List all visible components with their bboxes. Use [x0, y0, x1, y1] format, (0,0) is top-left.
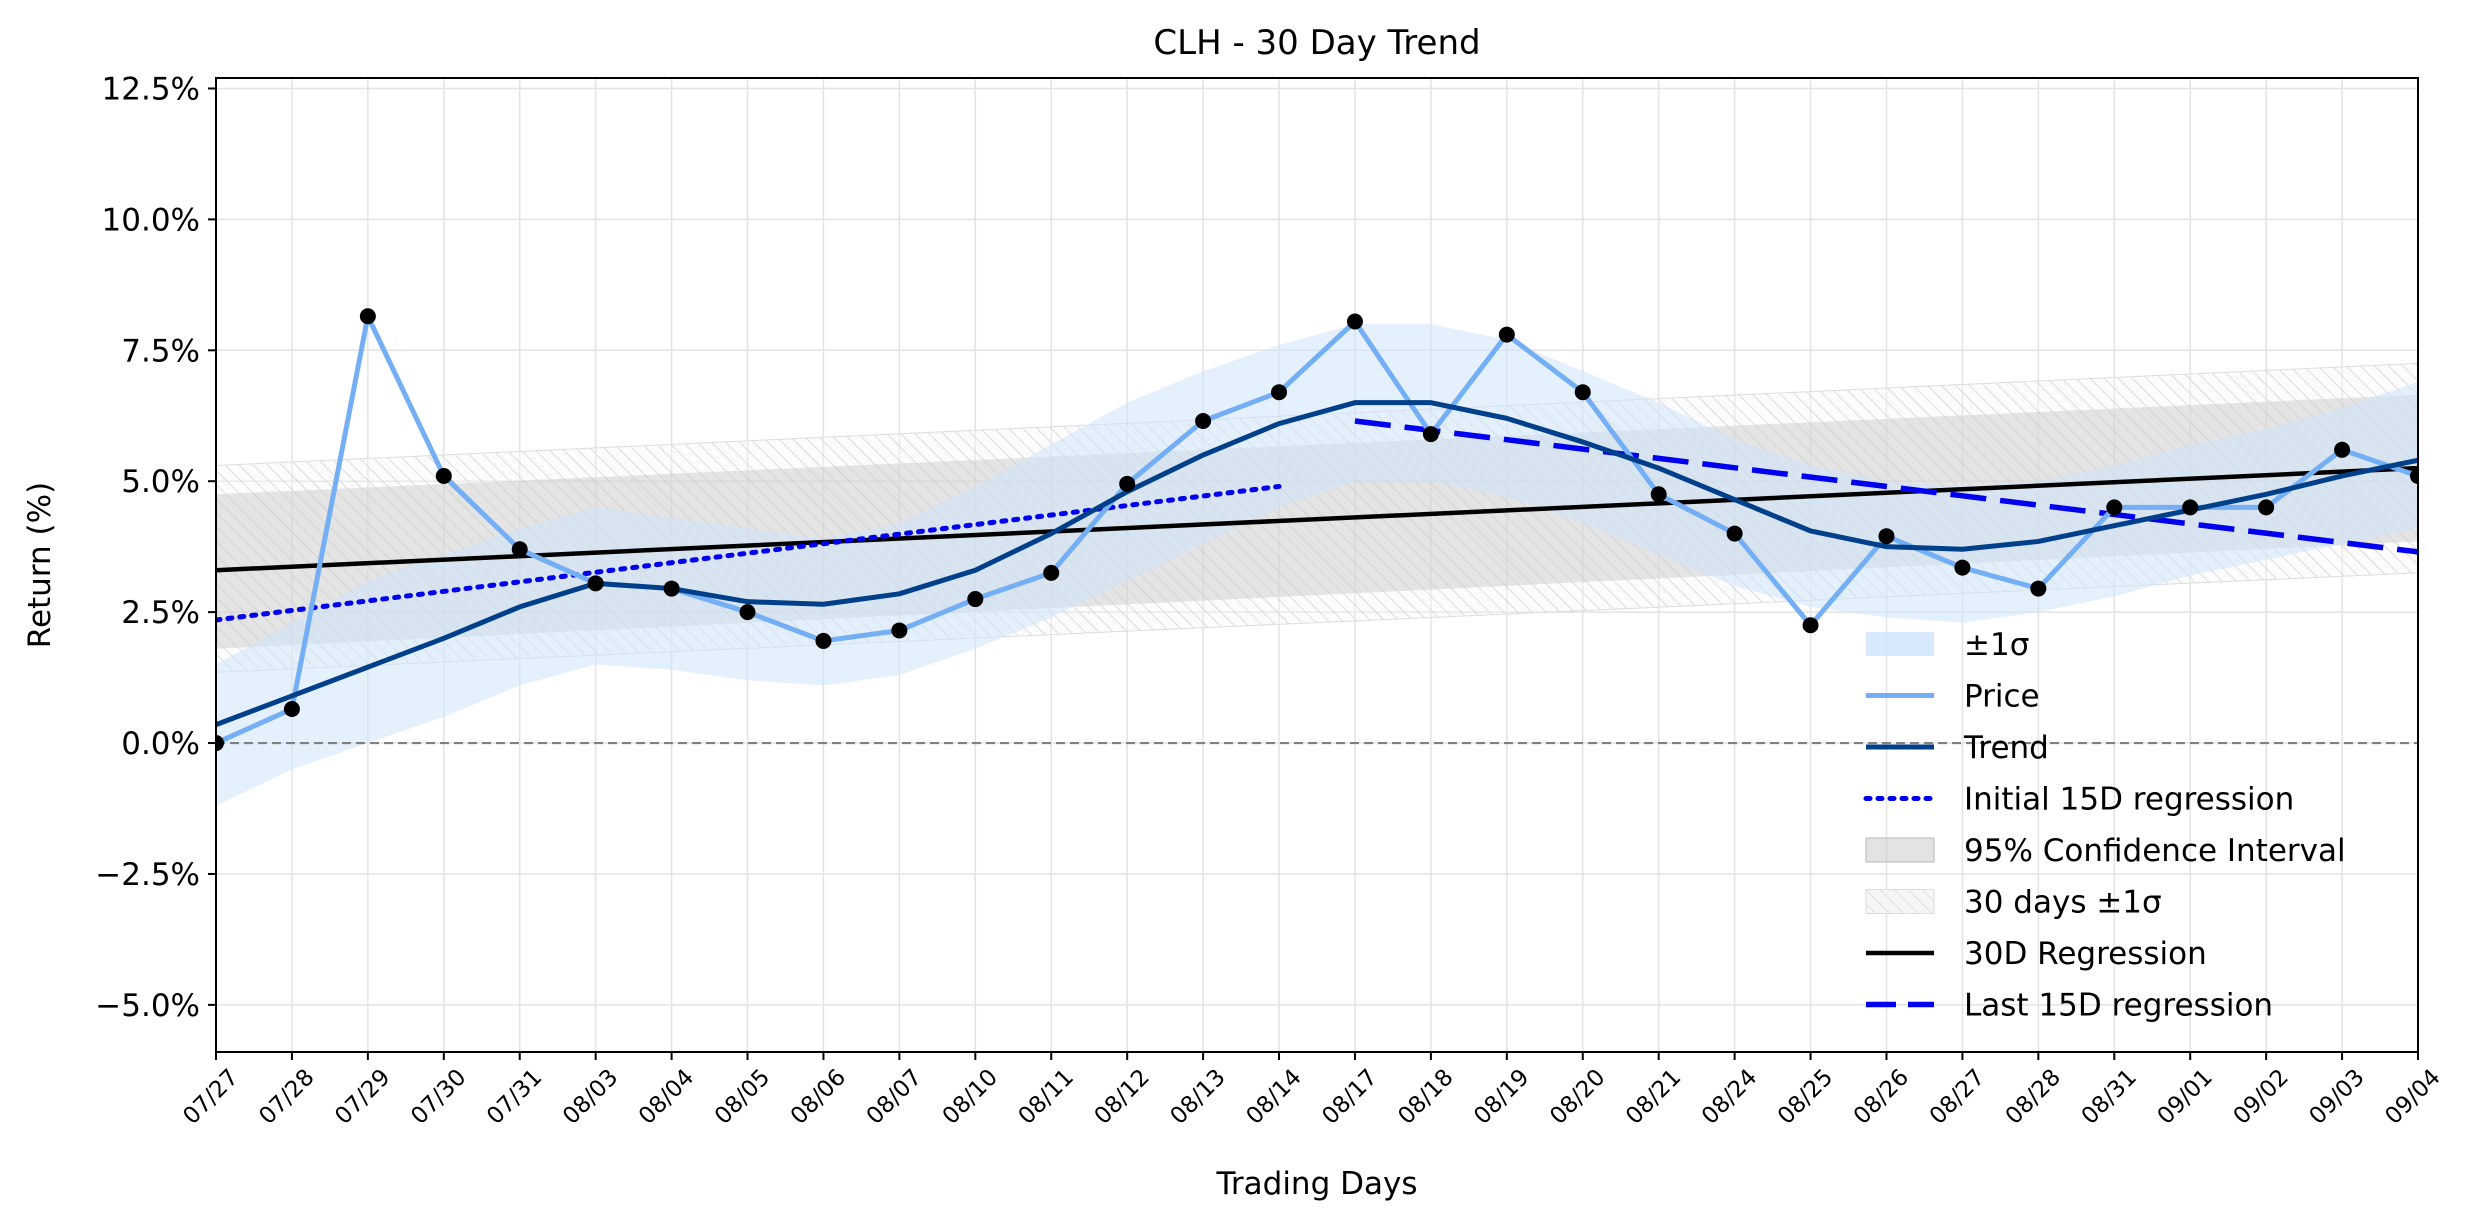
x-tick-label: 08/14: [1241, 1064, 1306, 1129]
x-tick-label: 08/12: [1090, 1064, 1155, 1129]
x-tick-label: 07/29: [330, 1064, 395, 1129]
price-point: [1802, 617, 1819, 634]
price-point: [1574, 384, 1591, 401]
y-axis-label: Return (%): [22, 482, 58, 648]
x-tick-label: 09/03: [2304, 1064, 2369, 1129]
legend-label: 30D Regression: [1964, 936, 2207, 972]
price-point: [511, 541, 528, 558]
legend-label: Trend: [1963, 730, 2049, 766]
price-point: [587, 575, 604, 592]
legend-label: 30 days ±1σ: [1964, 885, 2162, 921]
x-tick-label: 08/11: [1014, 1064, 1079, 1129]
x-tick-label: 08/04: [634, 1064, 699, 1129]
price-point: [1650, 486, 1667, 503]
legend: ±1σ Price Trend Initial 15D regression 95% C…: [1863, 627, 2346, 1024]
plot-frame: [215, 77, 2419, 1053]
price-point: [435, 467, 452, 484]
x-tick-label: 08/20: [1545, 1064, 1610, 1129]
price-point: [216, 735, 224, 752]
price-point: [1271, 384, 1288, 401]
x-tick-label: 09/04: [2380, 1064, 2445, 1129]
last-15d-regression-line: [1354, 418, 2418, 555]
x-tick-label: 09/01: [2153, 1064, 2218, 1129]
x-tick-label: 08/10: [938, 1064, 1003, 1129]
y-tick-label: 10.0%: [102, 202, 200, 238]
x-tick-label: 07/28: [254, 1064, 319, 1129]
x-tick-label: 08/17: [1317, 1064, 1382, 1129]
x-tick-label: 08/28: [2001, 1064, 2066, 1129]
price-point: [1422, 426, 1439, 443]
x-tick-label: 08/27: [1925, 1064, 1990, 1129]
y-axis: −5.0% −2.5% 0.0% 2.5% 5.0% 7.5% 10.0% 12.5%: [95, 71, 216, 1024]
price-point: [1878, 528, 1895, 545]
price-point: [739, 604, 756, 621]
x-axis: 07/27 07/28 07/29 07/30 07/31 08/03 08/04 08/05…: [178, 1052, 2446, 1130]
price-point: [815, 632, 832, 649]
price-point: [359, 308, 376, 325]
x-tick-label: 07/30: [406, 1064, 471, 1129]
price-point: [663, 580, 680, 597]
price-point: [1498, 326, 1515, 343]
price-point: [2258, 499, 2275, 516]
price-point: [1726, 525, 1743, 542]
price-point: [2030, 580, 2047, 597]
x-tick-label: 08/25: [1773, 1064, 1838, 1129]
data-layers: [216, 308, 2418, 806]
price-point: [967, 591, 984, 608]
x-tick-label: 08/18: [1393, 1064, 1458, 1129]
y-tick-label: 12.5%: [102, 71, 200, 107]
legend-swatch: [1865, 837, 1935, 863]
x-tick-label: 08/26: [1849, 1064, 1914, 1129]
legend-label: 95% Confidence Interval: [1964, 833, 2346, 869]
price-point: [2334, 441, 2351, 458]
price-point: [283, 701, 300, 718]
price-point: [2410, 467, 2418, 484]
x-tick-label: 08/05: [710, 1064, 775, 1129]
legend-label: ±1σ: [1964, 627, 2029, 663]
y-tick-label: 7.5%: [121, 333, 200, 369]
plot-area: [215, 77, 2419, 1053]
y-tick-label: 0.0%: [121, 726, 200, 762]
x-tick-label: 08/06: [786, 1064, 851, 1129]
legend-swatch: [1865, 889, 1935, 914]
price-point: [2182, 499, 2199, 516]
price-line: [216, 313, 2418, 746]
price-point: [1954, 559, 1971, 576]
x-tick-label: 08/21: [1621, 1064, 1686, 1129]
legend-swatch: [1866, 632, 1934, 656]
price-point: [1119, 475, 1136, 492]
price-point: [1346, 313, 1363, 330]
x-tick-label: 08/03: [558, 1064, 623, 1129]
price-point: [1043, 564, 1060, 581]
x-tick-label: 08/24: [1697, 1064, 1762, 1129]
x-tick-label: 07/27: [178, 1064, 243, 1129]
price-point: [2106, 499, 2123, 516]
chart-title: CLH - 30 Day Trend: [1153, 23, 1480, 63]
price-point: [1195, 412, 1212, 429]
initial-15d-regression-line: [216, 483, 1282, 623]
y-tick-label: 2.5%: [121, 595, 200, 631]
legend-label: Price: [1964, 679, 2040, 715]
legend-label: Last 15D regression: [1964, 988, 2273, 1024]
x-tick-label: 07/31: [482, 1064, 547, 1129]
regression-30d-line: [216, 465, 2418, 573]
price-point: [891, 622, 908, 639]
legend-label: Initial 15D regression: [1964, 782, 2294, 818]
x-tick-label: 08/31: [2077, 1064, 2142, 1129]
y-tick-label: 5.0%: [121, 464, 200, 500]
y-tick-label: −5.0%: [95, 988, 200, 1024]
x-axis-label: Trading Days: [1216, 1166, 1418, 1202]
y-tick-label: −2.5%: [95, 857, 200, 893]
x-tick-label: 08/13: [1166, 1064, 1231, 1129]
x-tick-label: 09/02: [2229, 1064, 2294, 1129]
trend-line: [216, 400, 2418, 728]
x-tick-label: 08/07: [862, 1064, 927, 1129]
x-tick-label: 08/19: [1469, 1064, 1534, 1129]
